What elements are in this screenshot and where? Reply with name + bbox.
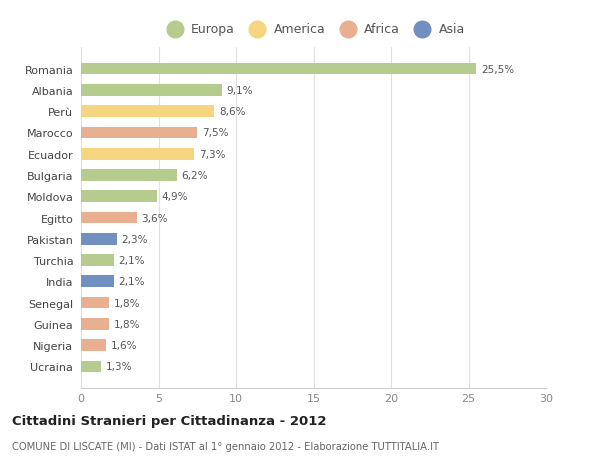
Bar — [81, 255, 113, 266]
Text: 7,5%: 7,5% — [202, 128, 229, 138]
Bar — [81, 170, 177, 181]
Text: 2,1%: 2,1% — [118, 256, 145, 265]
Bar — [81, 340, 106, 351]
Text: 1,8%: 1,8% — [113, 298, 140, 308]
Text: Cittadini Stranieri per Cittadinanza - 2012: Cittadini Stranieri per Cittadinanza - 2… — [12, 414, 326, 428]
Text: 25,5%: 25,5% — [481, 64, 514, 74]
Bar — [81, 361, 101, 372]
Text: 3,6%: 3,6% — [142, 213, 168, 223]
Text: COMUNE DI LISCATE (MI) - Dati ISTAT al 1° gennaio 2012 - Elaborazione TUTTITALIA: COMUNE DI LISCATE (MI) - Dati ISTAT al 1… — [12, 441, 439, 451]
Bar — [81, 106, 214, 118]
Bar — [81, 64, 476, 75]
Text: 9,1%: 9,1% — [227, 86, 253, 95]
Text: 8,6%: 8,6% — [219, 107, 245, 117]
Bar — [81, 234, 116, 245]
Text: 2,3%: 2,3% — [121, 234, 148, 244]
Bar — [81, 127, 197, 139]
Text: 6,2%: 6,2% — [182, 171, 208, 180]
Bar — [81, 191, 157, 202]
Bar — [81, 212, 137, 224]
Text: 1,8%: 1,8% — [113, 319, 140, 329]
Text: 1,6%: 1,6% — [110, 341, 137, 350]
Text: 7,3%: 7,3% — [199, 149, 226, 159]
Text: 1,3%: 1,3% — [106, 362, 133, 372]
Bar — [81, 149, 194, 160]
Bar — [81, 318, 109, 330]
Bar — [81, 276, 113, 287]
Bar — [81, 85, 222, 96]
Bar — [81, 297, 109, 309]
Text: 4,9%: 4,9% — [161, 192, 188, 202]
Text: 2,1%: 2,1% — [118, 277, 145, 287]
Legend: Europa, America, Africa, Asia: Europa, America, Africa, Asia — [160, 21, 467, 39]
